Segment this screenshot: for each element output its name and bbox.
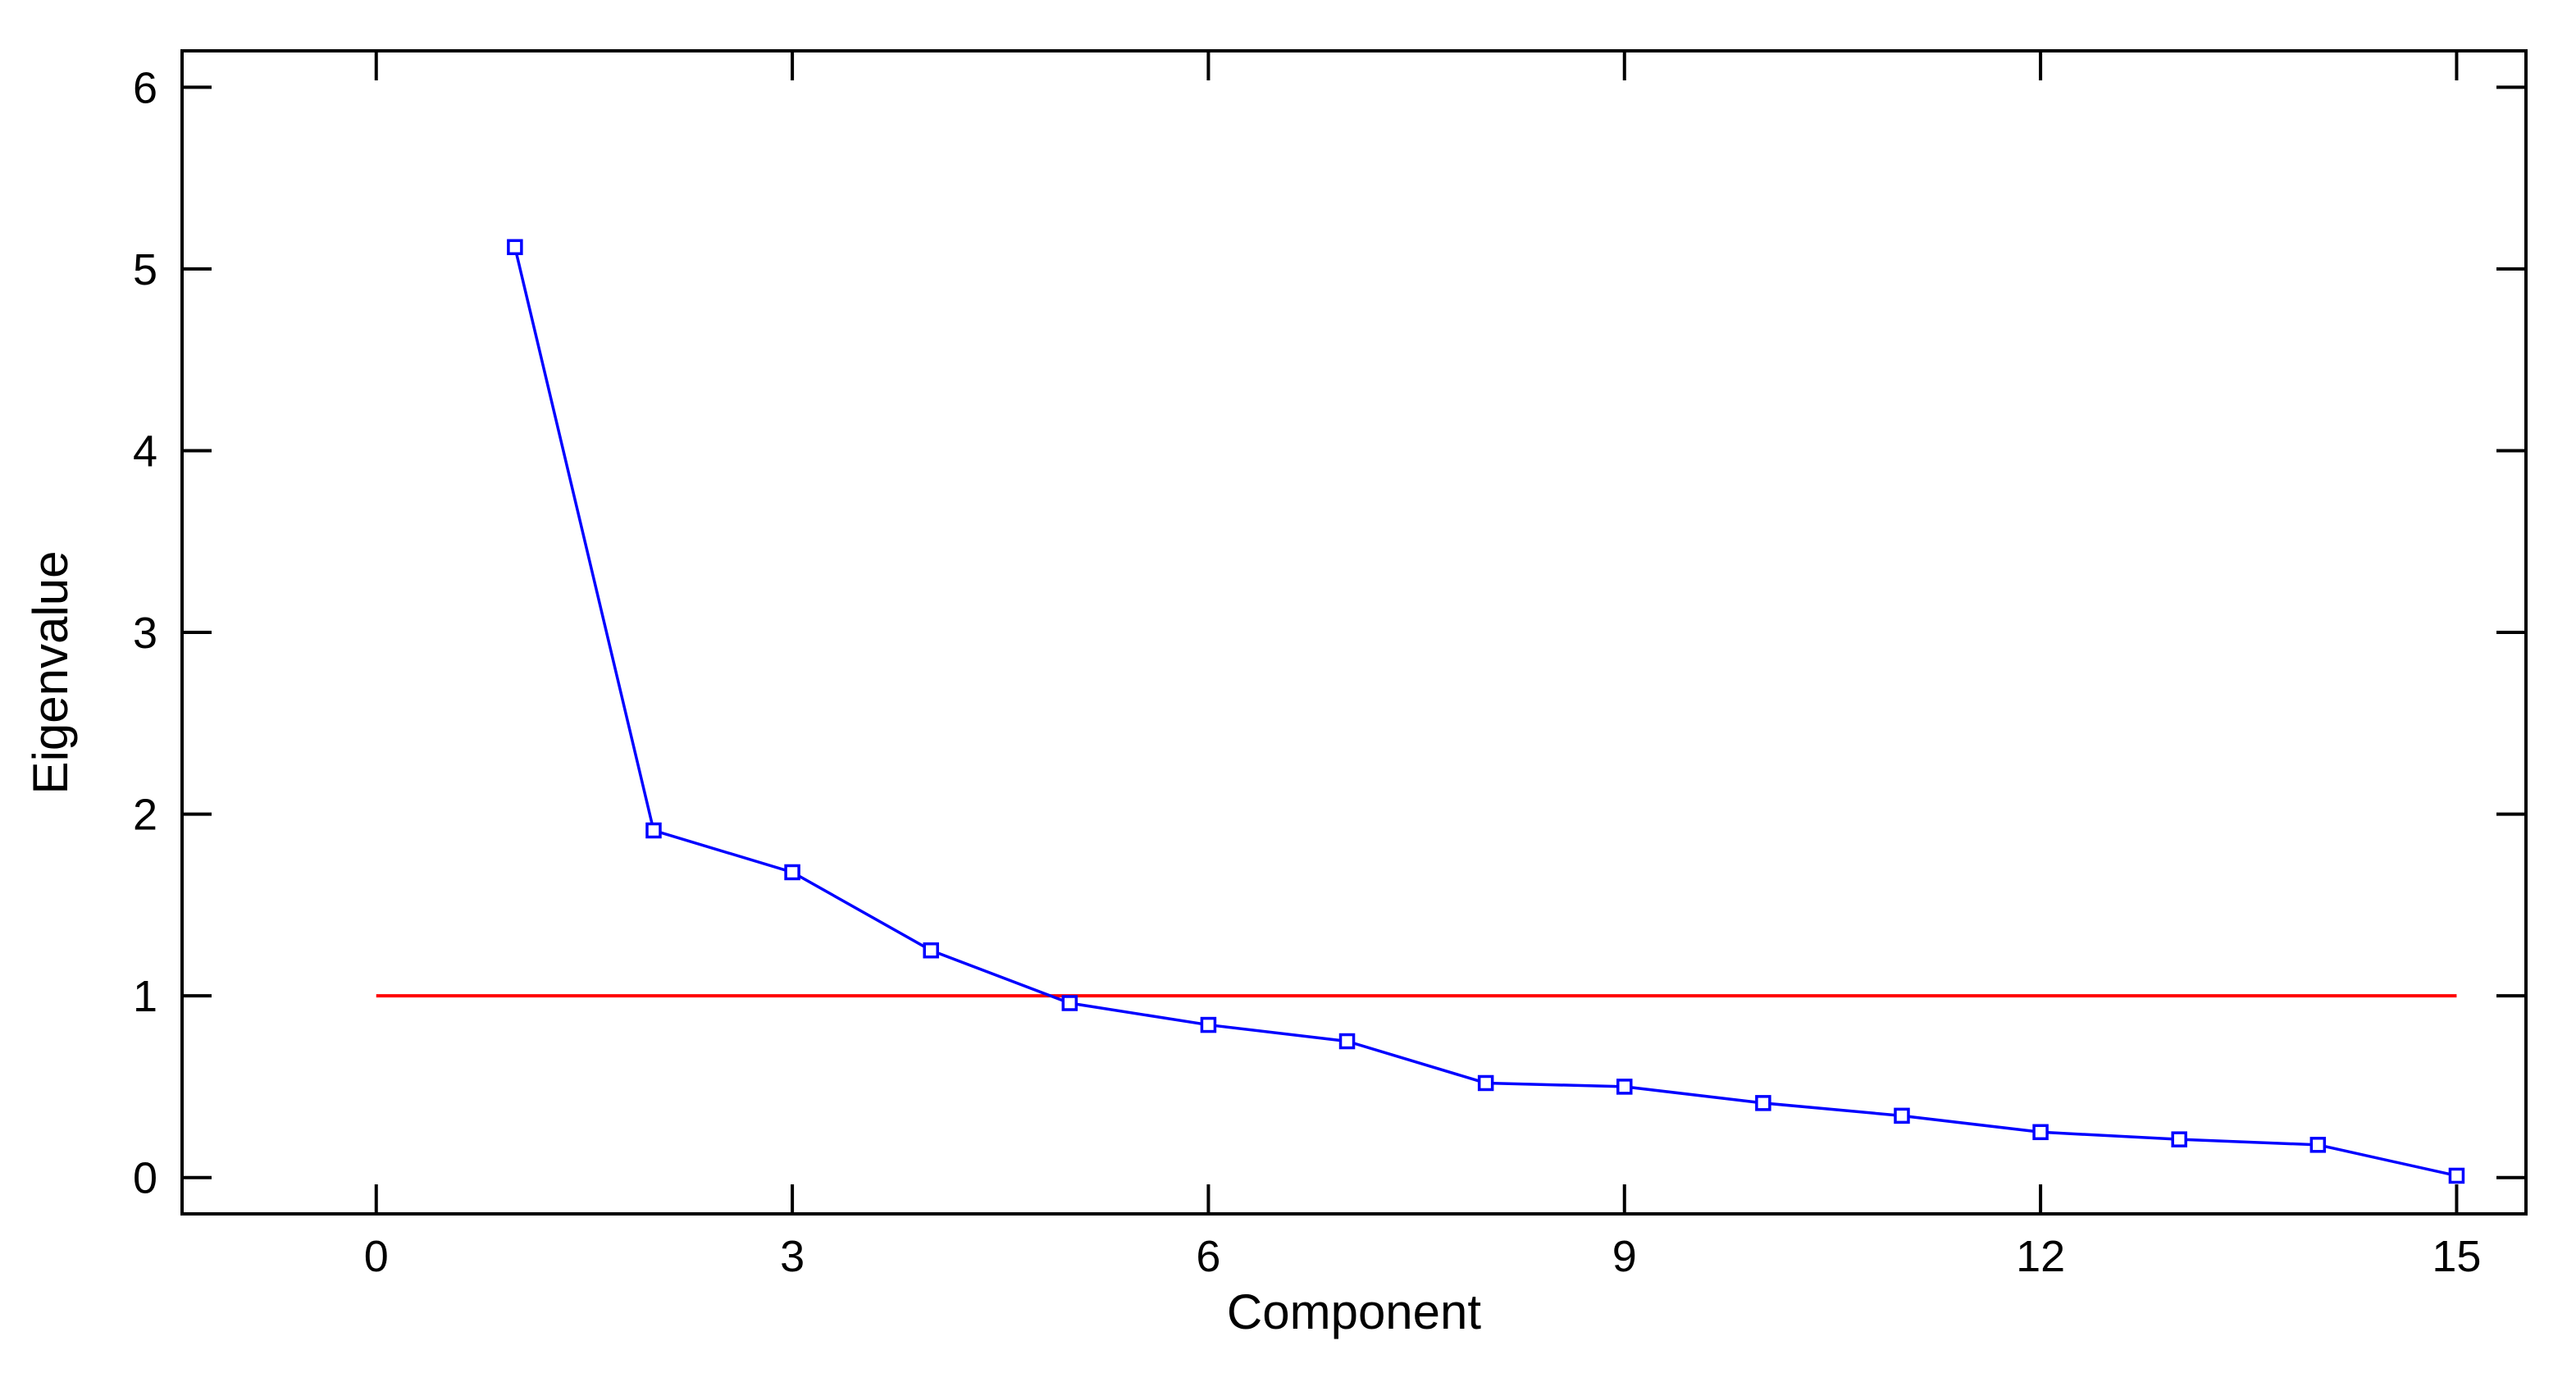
data-point	[507, 239, 523, 256]
data-point	[2448, 1167, 2465, 1184]
x-tick-label: 6	[1196, 1232, 1220, 1281]
data-point	[784, 864, 800, 881]
x-axis-title: Component	[1227, 1284, 1482, 1339]
data-point	[923, 942, 939, 959]
data-point	[1755, 1095, 1771, 1111]
y-tick-label: 1	[133, 972, 157, 1021]
x-tick-label: 12	[2016, 1232, 2065, 1281]
data-point	[1477, 1074, 1494, 1092]
data-point	[2309, 1137, 2327, 1153]
data-point	[1200, 1016, 1217, 1033]
y-axis-title: Eigenvalue	[23, 551, 78, 795]
data-point	[1338, 1033, 1356, 1050]
y-tick-label: 0	[133, 1154, 157, 1203]
data-point	[2032, 1124, 2049, 1141]
x-tick-label: 3	[780, 1232, 805, 1281]
y-tick-label: 3	[133, 609, 157, 658]
data-point	[645, 822, 662, 839]
data-point	[2171, 1131, 2187, 1147]
x-tick-label: 0	[364, 1232, 389, 1281]
data-point	[1061, 995, 1078, 1011]
y-tick-label: 4	[133, 426, 157, 476]
axes	[180, 49, 2528, 1216]
data-point	[1616, 1079, 1633, 1095]
y-tick-label: 5	[133, 245, 157, 294]
y-tick-label: 2	[133, 791, 157, 840]
y-tick-label: 6	[133, 63, 157, 112]
x-tick-label: 15	[2432, 1232, 2481, 1281]
x-tick-label: 9	[1612, 1232, 1637, 1281]
series	[507, 239, 2465, 1184]
series-line	[513, 246, 2457, 1178]
data-point	[1894, 1107, 1910, 1124]
